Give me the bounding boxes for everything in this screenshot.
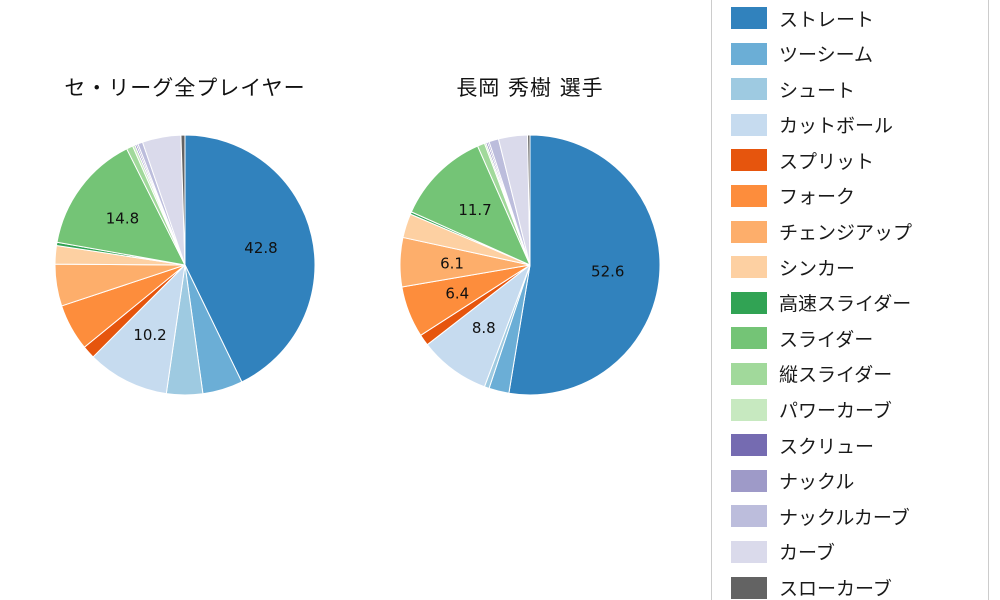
- chart-title-player: 長岡 秀樹 選手: [456, 76, 604, 100]
- legend-swatch: [731, 42, 767, 65]
- legend-item: フォーク: [731, 184, 988, 209]
- legend-item: ツーシーム: [731, 42, 988, 67]
- legend-label: ナックルカーブ: [779, 506, 910, 529]
- legend-label: スプリット: [779, 150, 875, 173]
- legend-label: スローカーブ: [779, 578, 892, 600]
- legend-label: ストレート: [779, 8, 875, 31]
- legend-swatch: [731, 78, 767, 101]
- legend-item: カーブ: [731, 540, 988, 565]
- legend-swatch: [731, 576, 767, 599]
- legend-item: スクリュー: [731, 434, 988, 458]
- legend-swatch: [731, 149, 767, 172]
- legend-swatch: [731, 113, 767, 136]
- legend-swatch: [731, 184, 767, 207]
- pie-data-label: 6.1: [440, 255, 464, 273]
- legend-label: スライダー: [779, 328, 874, 351]
- pie-data-label: 6.4: [445, 285, 469, 303]
- pie-chart-league: 42.8 10.2 14.8: [54, 134, 316, 396]
- legend-swatch: [731, 256, 767, 279]
- legend-label: ツーシーム: [779, 44, 874, 67]
- legend-item: スライダー: [731, 327, 988, 351]
- legend-item: チェンジアップ: [731, 220, 988, 245]
- pie-data-label: 10.2: [133, 326, 166, 344]
- pie-slice-16: [180, 134, 186, 266]
- legend-item: 高速スライダー: [731, 291, 988, 316]
- legend: ストレートツーシームシュートカットボール スプリットフォークチェンジアップ シンカー…: [711, 0, 989, 600]
- legend-item: ストレート: [731, 7, 988, 31]
- pie-chart-player: 52.6 8.86.4 6.1 11.7: [399, 134, 661, 396]
- legend-label: カーブ: [779, 542, 835, 565]
- legend-label: 縦スライダー: [779, 364, 893, 387]
- legend-item: シンカー: [731, 256, 988, 280]
- legend-label: シンカー: [779, 257, 856, 280]
- legend-swatch: [731, 540, 767, 563]
- pie-slice-9: [56, 148, 186, 266]
- legend-swatch: [731, 469, 767, 492]
- legend-label: 高速スライダー: [779, 293, 912, 316]
- legend-label: ナックル: [779, 471, 855, 494]
- legend-label: シュート: [779, 79, 856, 102]
- legend-item: スプリット: [731, 149, 988, 173]
- pie-slice-0: [184, 134, 316, 383]
- legend-swatch: [731, 327, 767, 350]
- pie-slice-9: [410, 145, 531, 266]
- legend-label: スクリュー: [779, 435, 875, 458]
- pie-slice-16: [527, 134, 531, 266]
- legend-swatch: [731, 362, 767, 385]
- legend-item: 縦スライダー: [731, 362, 988, 387]
- legend-label: フォーク: [779, 186, 856, 209]
- pie-slice-3: [92, 264, 186, 395]
- legend-label: チェンジアップ: [779, 222, 913, 245]
- legend-item: カットボール: [731, 113, 988, 138]
- legend-swatch: [731, 505, 767, 528]
- legend-swatch: [731, 398, 767, 421]
- legend-swatch: [731, 434, 767, 457]
- pie-data-label: 8.8: [472, 319, 496, 337]
- pie-data-label: 42.8: [244, 239, 277, 257]
- legend-swatch: [731, 291, 767, 314]
- legend-item: スローカーブ: [731, 576, 988, 600]
- legend-swatch: [731, 220, 767, 243]
- chart-title-league: セ・リーグ全プレイヤー: [64, 76, 306, 100]
- pie-data-label: 11.7: [458, 201, 491, 219]
- legend-item: ナックルカーブ: [731, 505, 988, 529]
- pie-data-label: 14.8: [106, 210, 139, 228]
- legend-item: ナックル: [731, 469, 988, 494]
- legend-label: パワーカーブ: [779, 400, 892, 423]
- pie-data-label: 52.6: [591, 263, 624, 281]
- legend-item: パワーカーブ: [731, 398, 988, 423]
- legend-item: シュート: [731, 78, 988, 102]
- legend-swatch: [731, 7, 767, 29]
- legend-label: カットボール: [779, 115, 894, 138]
- pie-slice-0: [508, 134, 661, 396]
